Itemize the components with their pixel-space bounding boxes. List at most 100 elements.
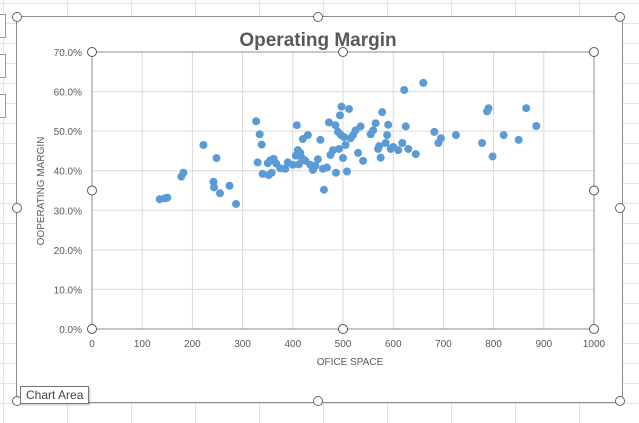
data-point[interactable] xyxy=(232,199,241,208)
data-point[interactable] xyxy=(343,167,352,176)
data-point[interactable] xyxy=(532,121,541,130)
plot-area-resize-handle[interactable] xyxy=(589,324,599,334)
data-point[interactable] xyxy=(345,104,354,113)
data-point[interactable] xyxy=(337,102,346,111)
data-point[interactable] xyxy=(258,169,267,178)
data-point[interactable] xyxy=(340,133,349,142)
x-tick-label: 900 xyxy=(535,339,552,350)
data-point[interactable] xyxy=(288,160,297,169)
data-point[interactable] xyxy=(292,121,301,130)
data-point[interactable] xyxy=(436,134,445,143)
gridlines xyxy=(91,51,595,330)
data-point[interactable] xyxy=(411,150,420,159)
data-point[interactable] xyxy=(313,155,322,164)
y-tick-label: 30.0% xyxy=(54,206,82,217)
data-point[interactable] xyxy=(199,140,208,149)
data-point[interactable] xyxy=(311,161,320,170)
plot-area-resize-handle[interactable] xyxy=(338,47,348,57)
data-point[interactable] xyxy=(255,130,264,139)
data-point[interactable] xyxy=(252,117,261,126)
y-axis-title[interactable]: OOPERATING MARGIN xyxy=(36,137,47,246)
y-tick-label: 0.0% xyxy=(59,325,82,336)
cell-edge-fragment xyxy=(0,14,6,38)
data-point[interactable] xyxy=(371,119,380,128)
data-point[interactable] xyxy=(354,148,363,157)
chart-title[interactable]: Operating Margin xyxy=(239,30,396,51)
data-point[interactable] xyxy=(383,131,392,140)
plot-area-resize-handle[interactable] xyxy=(338,324,348,334)
chart-area[interactable]: 0 100 200 300 400 500 600 700 800 900 1000 0.0% 10.0… xyxy=(16,16,623,403)
data-point[interactable] xyxy=(294,160,303,169)
resize-handle-top-left[interactable] xyxy=(12,12,22,22)
data-point[interactable] xyxy=(359,156,368,165)
x-tick-label: 400 xyxy=(284,339,301,350)
data-point[interactable] xyxy=(212,154,221,163)
y-tick-label: 50.0% xyxy=(54,127,82,138)
data-point[interactable] xyxy=(484,104,493,113)
resize-handle-left[interactable] xyxy=(12,203,22,213)
data-point[interactable] xyxy=(303,131,312,140)
y-tick-label: 70.0% xyxy=(54,48,82,59)
data-point[interactable] xyxy=(430,127,439,136)
data-point[interactable] xyxy=(209,183,218,192)
resize-handle-bottom[interactable] xyxy=(313,396,323,406)
data-point[interactable] xyxy=(225,181,234,190)
data-point[interactable] xyxy=(381,139,390,148)
data-point[interactable] xyxy=(451,131,460,140)
data-point[interactable] xyxy=(375,142,384,151)
data-point[interactable] xyxy=(179,168,188,177)
data-point[interactable] xyxy=(163,193,172,202)
resize-handle-right[interactable] xyxy=(615,203,625,213)
data-point[interactable] xyxy=(267,168,276,177)
data-point[interactable] xyxy=(341,140,350,149)
data-point[interactable] xyxy=(331,168,340,177)
x-tick-label: 0 xyxy=(89,339,95,350)
data-point[interactable] xyxy=(331,121,340,130)
data-point[interactable] xyxy=(324,118,333,127)
resize-handle-top-right[interactable] xyxy=(615,12,625,22)
cell-edge-fragment xyxy=(0,94,6,118)
data-point[interactable] xyxy=(253,158,262,167)
x-tick-label: 600 xyxy=(385,339,402,350)
tick-labels: 0 100 200 300 400 500 600 700 800 900 1000 0.0% 10.0… xyxy=(54,47,606,350)
data-point[interactable] xyxy=(394,146,403,155)
data-point[interactable] xyxy=(398,139,407,148)
data-point[interactable] xyxy=(514,135,523,144)
data-point[interactable] xyxy=(378,108,387,117)
data-point[interactable] xyxy=(334,144,343,153)
data-point[interactable] xyxy=(478,139,487,148)
plot-area-resize-handle[interactable] xyxy=(589,47,599,57)
y-tick-label: 60.0% xyxy=(54,88,82,99)
resize-handle-top[interactable] xyxy=(313,12,323,22)
x-axis-title[interactable]: OFICE SPACE xyxy=(317,357,384,368)
plot-area-resize-handle[interactable] xyxy=(589,185,599,196)
data-point[interactable] xyxy=(419,78,428,87)
y-tick-label: 10.0% xyxy=(54,285,82,296)
data-point[interactable] xyxy=(216,189,225,198)
data-point[interactable] xyxy=(356,122,365,131)
data-point[interactable] xyxy=(376,153,385,162)
data-point[interactable] xyxy=(335,111,344,120)
data-point[interactable] xyxy=(499,131,508,140)
plot-area-resize-handle[interactable] xyxy=(87,47,97,57)
plot-area-resize-handle[interactable] xyxy=(87,185,97,196)
data-point[interactable] xyxy=(281,164,290,173)
data-point[interactable] xyxy=(339,154,347,163)
plot-area-resize-handle[interactable] xyxy=(87,324,97,334)
data-point[interactable] xyxy=(328,146,337,155)
data-point[interactable] xyxy=(401,122,410,131)
data-point[interactable] xyxy=(404,144,413,153)
y-tick-label: 20.0% xyxy=(54,246,82,257)
scatter-chart[interactable]: 0 100 200 300 400 500 600 700 800 900 1000 0.0% 10.0… xyxy=(17,17,622,402)
data-point[interactable] xyxy=(384,120,393,129)
data-point[interactable] xyxy=(319,185,328,194)
data-point[interactable] xyxy=(522,104,531,113)
data-point[interactable] xyxy=(369,126,378,135)
resize-handle-bottom-right[interactable] xyxy=(615,396,625,406)
data-point[interactable] xyxy=(316,135,325,144)
data-point[interactable] xyxy=(400,85,409,94)
data-point[interactable] xyxy=(322,163,331,172)
data-point[interactable] xyxy=(488,152,497,161)
data-series[interactable] xyxy=(155,78,541,208)
data-point[interactable] xyxy=(257,140,266,149)
